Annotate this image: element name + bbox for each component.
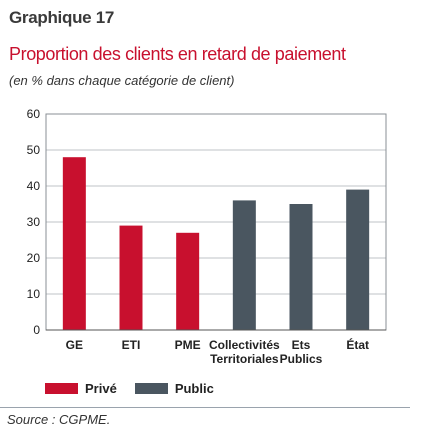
bar — [289, 204, 313, 330]
y-tick-label: 50 — [27, 143, 41, 157]
y-tick-label: 10 — [27, 287, 41, 301]
source-divider — [0, 407, 410, 408]
x-tick-label: ETI — [122, 338, 141, 352]
source-note: Source : CGPME. — [7, 412, 111, 427]
chart-legend: Privé Public — [45, 381, 232, 396]
x-tick-label: GE — [66, 338, 83, 352]
bar — [346, 189, 370, 330]
legend-item-prive: Privé — [45, 381, 117, 396]
legend-label-prive: Privé — [85, 381, 117, 396]
legend-swatch-public — [134, 383, 168, 394]
x-tick-label: État — [346, 337, 369, 352]
legend-label-public: Public — [174, 381, 214, 396]
y-tick-label: 30 — [27, 215, 41, 229]
figure-label: Graphique 17 — [9, 8, 115, 27]
bar — [232, 200, 256, 330]
x-tick-label: PME — [175, 338, 201, 352]
y-tick-label: 20 — [27, 251, 41, 265]
bar — [62, 157, 86, 330]
chart-subtitle: (en % dans chaque catégorie de client) — [9, 73, 235, 88]
x-tick-label: Collectivités Territoriales — [209, 338, 280, 366]
legend-item-public: Public — [134, 381, 214, 396]
y-tick-label: 60 — [27, 107, 41, 121]
legend-swatch-prive — [45, 383, 78, 394]
bar — [119, 225, 143, 330]
y-tick-label: 40 — [27, 179, 41, 193]
chart-title: Proportion des clients en retard de paie… — [9, 44, 346, 64]
bar — [176, 232, 200, 330]
bar-chart: 0 10 20 30 40 50 60 GE ETI PME Collectivités Territ… — [27, 107, 387, 366]
y-tick-label: 0 — [33, 323, 40, 337]
x-tick-label: Ets Publics — [280, 338, 323, 366]
